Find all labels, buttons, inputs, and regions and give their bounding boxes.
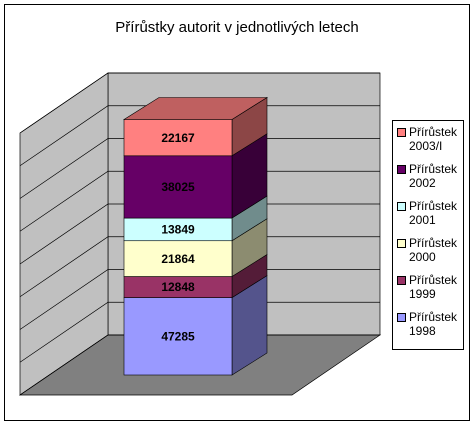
bar xyxy=(123,297,233,376)
legend-swatch xyxy=(397,276,406,285)
legend-label: Přírůstek 2003/I xyxy=(409,125,458,153)
legend-label: Přírůstek 2002 xyxy=(409,162,458,190)
grid-line xyxy=(19,170,380,232)
legend-entry: Přírůstek 1998 xyxy=(397,310,461,347)
legend-entry: Přírůstek 2002 xyxy=(397,162,461,199)
grid-line xyxy=(19,203,380,265)
legend-label: Přírůstek 1999 xyxy=(409,273,458,301)
grid-line xyxy=(19,105,380,167)
legend-swatch xyxy=(397,239,406,248)
data-label: 22167 xyxy=(161,131,195,145)
grid-line xyxy=(19,236,380,298)
legend-swatch xyxy=(397,128,406,137)
legend-entry: Přírůstek 1999 xyxy=(397,273,461,310)
data-label: 47285 xyxy=(161,329,195,343)
legend-swatch xyxy=(397,165,406,174)
legend-swatch xyxy=(397,313,406,322)
legend-label: Přírůstek 2000 xyxy=(409,236,458,264)
bar-top xyxy=(122,97,269,120)
data-label: 12848 xyxy=(161,280,195,294)
legend-entry: Přírůstek 2001 xyxy=(397,199,461,236)
bar xyxy=(123,155,233,219)
bars: 47285 12848 21864 13849 38025 22167 xyxy=(122,96,269,376)
grid-line xyxy=(19,269,380,330)
legend-label: Přírůstek 2001 xyxy=(409,199,458,227)
bar xyxy=(123,119,233,157)
grid-line xyxy=(19,72,380,134)
grid-line xyxy=(19,138,380,199)
grid xyxy=(19,72,380,396)
legend-swatch xyxy=(397,202,406,211)
data-label: 38025 xyxy=(161,180,195,194)
data-label: 13849 xyxy=(161,223,195,237)
grid-line xyxy=(19,301,380,363)
legend-label: Přírůstek 1998 xyxy=(409,310,458,338)
legend-entry: Přírůstek 2000 xyxy=(397,236,461,273)
legend-entry: Přírůstek 2003/I xyxy=(397,125,461,162)
data-label: 21864 xyxy=(161,252,195,266)
grid-line xyxy=(19,334,380,396)
chart-title: Přírůstky autorit v jednotlivých letech xyxy=(115,19,358,36)
legend: Přírůstek 2003/I Přírůstek 2002 Přírůstek … xyxy=(392,120,464,350)
bar xyxy=(123,240,233,277)
